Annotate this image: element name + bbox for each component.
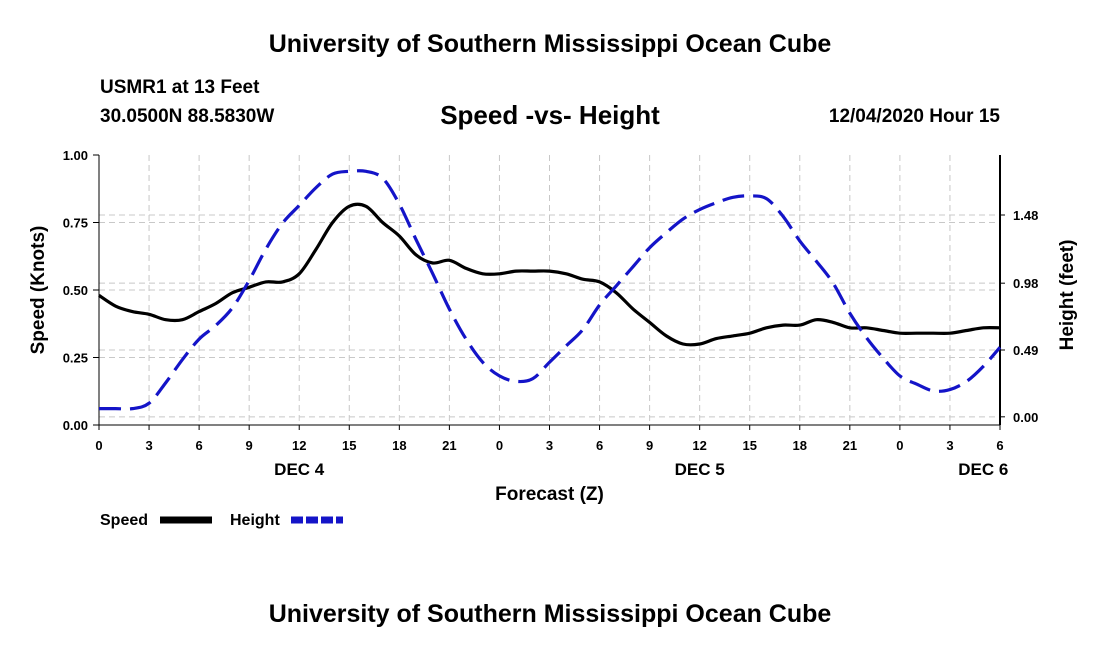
x-tick-label: 18 [793,438,807,453]
legend-height-label: Height [230,512,280,529]
x-axis-title: Forecast (Z) [495,484,604,505]
x-tick-label: 6 [596,438,603,453]
y2-tick-label: 0.00 [1013,410,1038,425]
y2-tick-label: 0.49 [1013,343,1038,358]
x-tick-label: 3 [546,438,553,453]
y-tick-label: 0.75 [63,216,88,231]
x-tick-label: 21 [442,438,456,453]
x-tick-label: 0 [896,438,903,453]
legend-speed-label: Speed [100,512,148,529]
day-label: DEC 5 [675,460,725,479]
datetime-label: 12/04/2020 Hour 15 [828,106,1000,127]
footer-title: University of Southern Mississippi Ocean… [268,600,832,628]
x-tick-label: 0 [95,438,102,453]
x-tick-label: 9 [646,438,653,453]
page-title: University of Southern Mississippi Ocean… [268,30,832,58]
x-tick-label: 3 [145,438,152,453]
day-label: DEC 4 [274,460,325,479]
coordinates-label: 30.0500N 88.5830W [100,106,275,127]
day-label: DEC 6 [958,460,1008,479]
x-tick-label: 6 [195,438,202,453]
x-tick-label: 21 [843,438,857,453]
x-tick-label: 9 [246,438,253,453]
y-tick-label: 0.00 [63,418,88,433]
x-tick-label: 12 [692,438,706,453]
y2-tick-label: 0.98 [1013,276,1038,291]
x-tick-label: 18 [392,438,406,453]
chart-title: Speed -vs- Height [440,100,660,130]
height-series-line [99,169,1002,411]
x-tick-label: 0 [496,438,503,453]
x-tick-label: 3 [946,438,953,453]
y-tick-label: 0.50 [63,283,88,298]
y-axis-title: Speed (Knots) [28,226,49,355]
x-tick-label: 12 [292,438,306,453]
x-tick-label: 6 [996,438,1003,453]
y2-tick-label: 1.48 [1013,208,1038,223]
x-tick-label: 15 [742,438,756,453]
speed-series-line [98,202,1001,347]
y-tick-label: 0.25 [63,351,88,366]
station-label: USMR1 at 13 Feet [100,77,260,98]
y2-axis-title: Height (feet) [1057,240,1078,351]
y-tick-label: 1.00 [63,148,88,163]
x-tick-label: 15 [342,438,356,453]
